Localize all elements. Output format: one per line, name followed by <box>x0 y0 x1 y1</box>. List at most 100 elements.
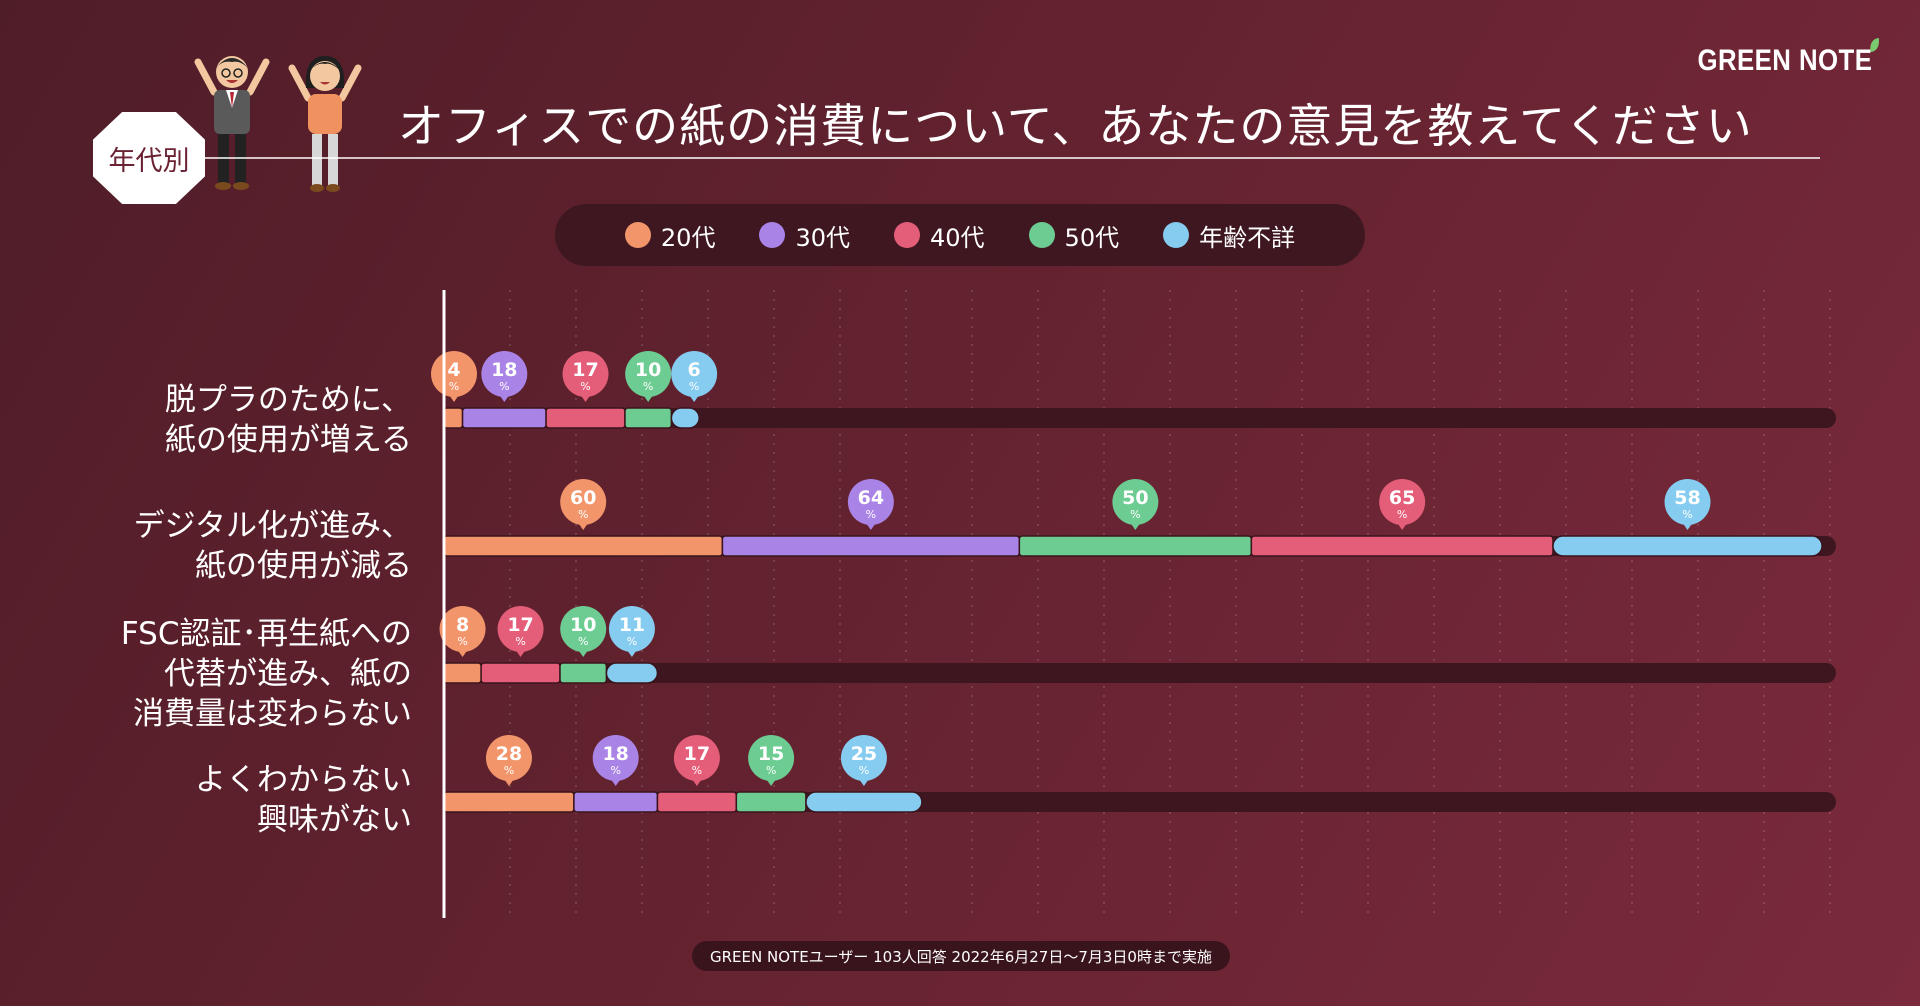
man-illustration <box>194 56 270 190</box>
bar-segment <box>735 791 807 813</box>
value-bubble-pointer <box>641 392 656 402</box>
value-unit-label: % <box>1682 508 1692 521</box>
bar-segment <box>670 407 700 429</box>
legend-item-30s: 30代 <box>759 218 850 253</box>
value-label: 64 <box>858 487 884 509</box>
value-bubble-pointer <box>576 647 591 657</box>
legend-item-unknown-age: 年齢不詳 <box>1163 218 1295 253</box>
value-bubble <box>481 351 528 397</box>
value-bubble-pointer <box>578 392 593 402</box>
value-label: 17 <box>684 743 710 765</box>
chart-legend: 20代 30代 40代 50代 年齢不詳 <box>555 204 1365 266</box>
bar-track <box>444 792 1836 812</box>
bar-segment <box>1552 535 1823 557</box>
bar-segment <box>443 407 464 429</box>
bar-segment <box>624 407 673 429</box>
bar-track <box>444 663 1836 683</box>
value-bubble <box>840 735 887 781</box>
value-label: 6 <box>688 359 701 381</box>
row-label-digitalization: デジタル化が進み、 紙の使用が減る <box>133 508 412 584</box>
legend-label-40s: 40代 <box>930 223 985 252</box>
value-bubble <box>560 479 607 525</box>
value-label: 18 <box>602 743 628 765</box>
legend-label-20s: 20代 <box>660 223 716 252</box>
bar-segment <box>573 791 659 813</box>
value-label: 4 <box>447 359 460 381</box>
legend-label-50s: 50代 <box>1064 223 1120 252</box>
value-label: 50 <box>1122 487 1148 509</box>
legend-label-unknown-age: 年齢不詳 <box>1199 223 1296 252</box>
value-label: 15 <box>758 743 784 765</box>
title-underline <box>200 157 1820 159</box>
value-bubble-pointer <box>863 520 878 530</box>
value-bubble-pointer <box>1680 520 1695 530</box>
value-unit-label: % <box>515 635 525 648</box>
value-bubble <box>1112 479 1159 525</box>
value-unit-label: % <box>580 380 590 393</box>
legend-swatch-50s <box>1028 222 1055 248</box>
bar-segment <box>443 662 482 684</box>
row-label-dont-know: よくわからない 興味がない <box>195 762 412 838</box>
bar-segment <box>480 662 561 684</box>
value-label: 28 <box>496 743 522 765</box>
value-unit-label: % <box>859 764 869 777</box>
survey-footnote-text: GREEN NOTEユーザー 103人回答 2022年6月27日〜7月3日0時ま… <box>710 947 1212 966</box>
value-unit-label: % <box>866 508 876 521</box>
brand-logo: GREEN NOTE <box>1697 38 1879 78</box>
page-title: オフィスでの紙の消費について、あなたの意見を教えてください <box>398 99 1753 153</box>
value-bubble <box>1379 479 1426 525</box>
value-bubble <box>497 606 544 652</box>
value-bubble <box>748 735 795 781</box>
value-bubble-pointer <box>856 776 871 786</box>
group-badge: 年代別 <box>93 112 205 204</box>
value-bubble <box>847 479 894 525</box>
value-label: 58 <box>1674 487 1700 509</box>
brand-name: GREEN NOTE <box>1697 44 1872 77</box>
value-unit-label: % <box>578 635 588 648</box>
value-unit-label: % <box>1130 508 1140 521</box>
value-label: 17 <box>507 614 533 636</box>
value-bubble <box>560 606 607 652</box>
value-bubble <box>671 351 718 397</box>
value-bubble <box>1664 479 1711 525</box>
value-label: 8 <box>456 614 469 636</box>
value-unit-label: % <box>449 380 459 393</box>
value-bubble-pointer <box>608 776 623 786</box>
bar-segment <box>721 535 1021 557</box>
value-bubble-pointer <box>501 776 516 786</box>
value-bubble <box>608 606 655 652</box>
legend-item-20s: 20代 <box>624 218 716 253</box>
value-unit-label: % <box>692 764 702 777</box>
value-bubble <box>439 606 486 652</box>
value-bubble-pointer <box>687 392 702 402</box>
value-bubble-pointer <box>576 520 591 530</box>
bar-segment <box>443 791 575 813</box>
bar-segment <box>559 662 608 684</box>
legend-swatch-40s <box>894 222 920 248</box>
legend-swatch-30s <box>759 222 786 248</box>
legend-item-50s: 50代 <box>1028 218 1120 253</box>
value-bubble-pointer <box>513 647 528 657</box>
row-label-plastic-reduction: 脱プラのために、 紙の使用が増える <box>164 382 412 458</box>
legend-swatch-20s <box>624 222 651 248</box>
value-bubble <box>485 735 532 781</box>
woman-illustration <box>288 56 362 192</box>
bar-segment <box>461 407 547 429</box>
value-unit-label: % <box>504 764 514 777</box>
value-unit-label: % <box>457 635 467 648</box>
value-bubble-pointer <box>455 647 470 657</box>
value-unit-label: % <box>499 380 509 393</box>
value-label: 65 <box>1389 487 1415 509</box>
value-label: 18 <box>491 359 517 381</box>
people-illustration <box>194 56 362 192</box>
value-bubble-pointer <box>497 392 512 402</box>
value-bubble-pointer <box>1128 520 1143 530</box>
bar-segment <box>805 791 923 813</box>
bar-track <box>444 536 1836 556</box>
value-unit-label: % <box>610 764 620 777</box>
bar-segment <box>605 662 659 684</box>
value-unit-label: % <box>578 508 588 521</box>
bar-segment <box>1250 535 1554 557</box>
value-bubble <box>431 351 477 397</box>
